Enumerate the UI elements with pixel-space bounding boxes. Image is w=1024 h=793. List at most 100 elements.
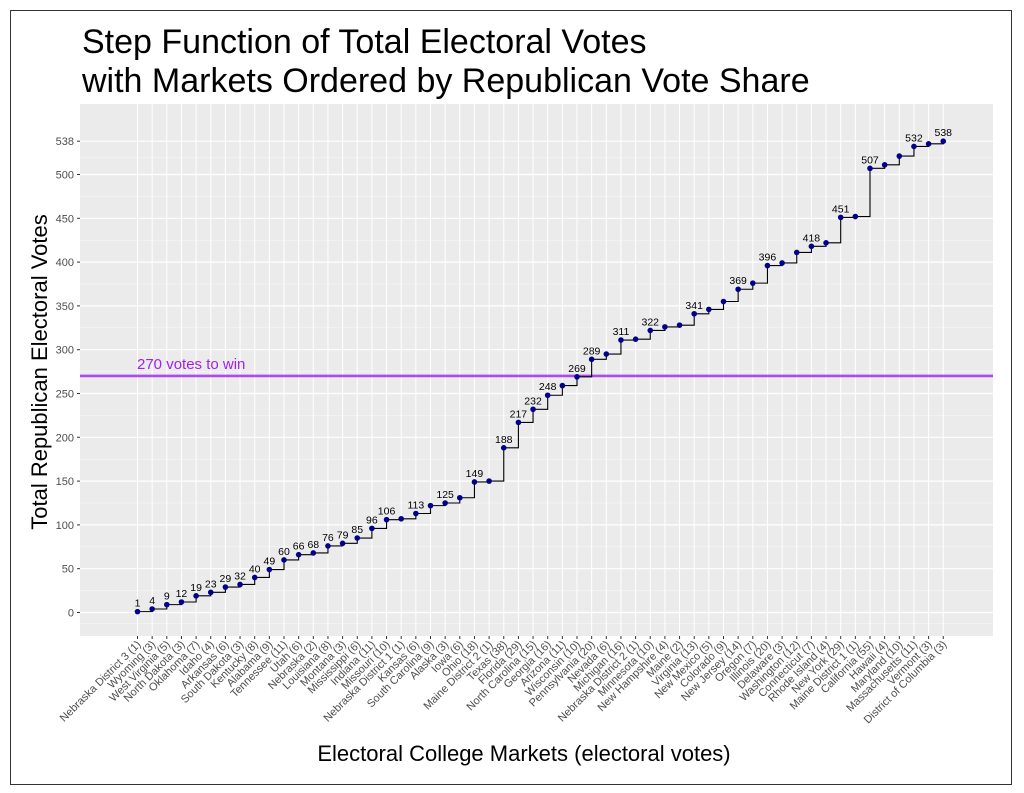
data-label: 40 (249, 563, 261, 575)
data-point (193, 593, 199, 599)
y-tick-label: 300 (56, 345, 74, 357)
data-point (588, 356, 595, 363)
data-point (237, 581, 243, 588)
data-point (867, 165, 873, 172)
data-point (178, 599, 185, 605)
data-point (515, 419, 522, 426)
major-gridlines (80, 104, 993, 636)
data-point (911, 143, 917, 150)
data-point (823, 240, 829, 246)
data-point (530, 406, 536, 413)
y-tick-label: 150 (56, 476, 74, 488)
chart-title-line-1: Step Function of Total Electoral Votes (82, 23, 647, 61)
data-label: 149 (466, 468, 484, 480)
data-label: 29 (220, 573, 232, 585)
data-label: 232 (524, 395, 542, 407)
data-label: 248 (539, 381, 557, 393)
data-label: 217 (510, 408, 528, 420)
win-threshold-line: 270 votes to win (80, 356, 993, 378)
data-label: 12 (176, 588, 188, 600)
data-point (764, 262, 771, 269)
y-tick-label: 538 (56, 136, 74, 148)
data-label: 396 (759, 252, 777, 264)
data-label: 269 (568, 363, 586, 375)
data-point (369, 525, 375, 532)
data-point (164, 601, 170, 608)
data-point (779, 260, 785, 266)
data-point (354, 535, 361, 541)
data-label: 418 (803, 232, 821, 244)
data-label: 341 (685, 300, 703, 312)
data-point (837, 214, 844, 221)
y-tick-label: 0 (68, 608, 74, 620)
data-point (618, 337, 624, 343)
data-point (808, 243, 815, 250)
y-tick-label: 400 (56, 257, 74, 269)
series-points (134, 138, 947, 615)
y-tick-label: 450 (56, 213, 74, 225)
data-point (281, 557, 287, 563)
data-point (559, 382, 566, 389)
data-label: 188 (495, 434, 513, 446)
data-point (457, 494, 463, 501)
data-point (852, 213, 859, 220)
data-point (266, 566, 273, 573)
data-point (720, 298, 727, 305)
y-axis-title: Total Republican Electoral Votes (27, 214, 52, 530)
data-label: 1 (135, 598, 141, 610)
data-label: 23 (205, 578, 217, 590)
data-label: 369 (729, 275, 747, 287)
y-axis: 0 50 100 150 200 250 300 350 400 450 500 538 (56, 136, 80, 620)
data-point (706, 306, 712, 313)
data-point (881, 162, 888, 168)
data-point (647, 327, 654, 334)
data-point (925, 141, 932, 147)
data-point (662, 324, 668, 330)
data-point (574, 374, 580, 380)
data-point (544, 392, 551, 399)
data-label: 289 (583, 345, 601, 357)
data-label: 113 (407, 500, 424, 512)
data-point (603, 351, 610, 357)
data-label: 507 (861, 154, 879, 166)
data-label: 66 (293, 541, 305, 553)
data-label: 538 (934, 127, 952, 139)
data-point (750, 280, 756, 286)
data-point (149, 606, 155, 612)
y-tick-label: 350 (56, 301, 74, 313)
data-label: 451 (832, 203, 850, 215)
data-label: 311 (613, 326, 630, 338)
data-label: 32 (234, 570, 246, 582)
y-tick-label: 50 (62, 564, 74, 576)
data-point (691, 310, 697, 317)
data-point (207, 589, 214, 596)
data-label: 106 (378, 506, 396, 518)
data-point (471, 479, 478, 485)
data-label: 19 (190, 582, 202, 594)
y-tick-label: 100 (56, 520, 74, 532)
data-point (310, 550, 317, 556)
data-label: 68 (307, 539, 319, 551)
data-point (940, 138, 947, 144)
chart-title-line-2: with Markets Ordered by Republican Vote … (81, 62, 810, 100)
data-point (383, 516, 390, 523)
data-point (793, 249, 800, 256)
data-label: 96 (366, 514, 378, 526)
data-label: 76 (322, 532, 334, 544)
x-axis: Nebraska District 3 (1)Wyoming (3)West V… (58, 636, 949, 726)
data-label: 4 (149, 595, 155, 607)
data-label: 125 (436, 489, 454, 501)
data-point (398, 515, 405, 522)
reference-line-label: 270 votes to win (137, 356, 245, 373)
data-point (632, 336, 639, 342)
data-point (500, 445, 507, 451)
data-point (442, 500, 448, 506)
data-label: 79 (337, 529, 349, 541)
y-tick-label: 250 (56, 388, 74, 400)
plot-frame (10, 10, 1012, 785)
data-point (486, 478, 492, 484)
data-point (413, 510, 419, 517)
x-axis-title: Electoral College Markets (electoral vot… (317, 741, 730, 766)
